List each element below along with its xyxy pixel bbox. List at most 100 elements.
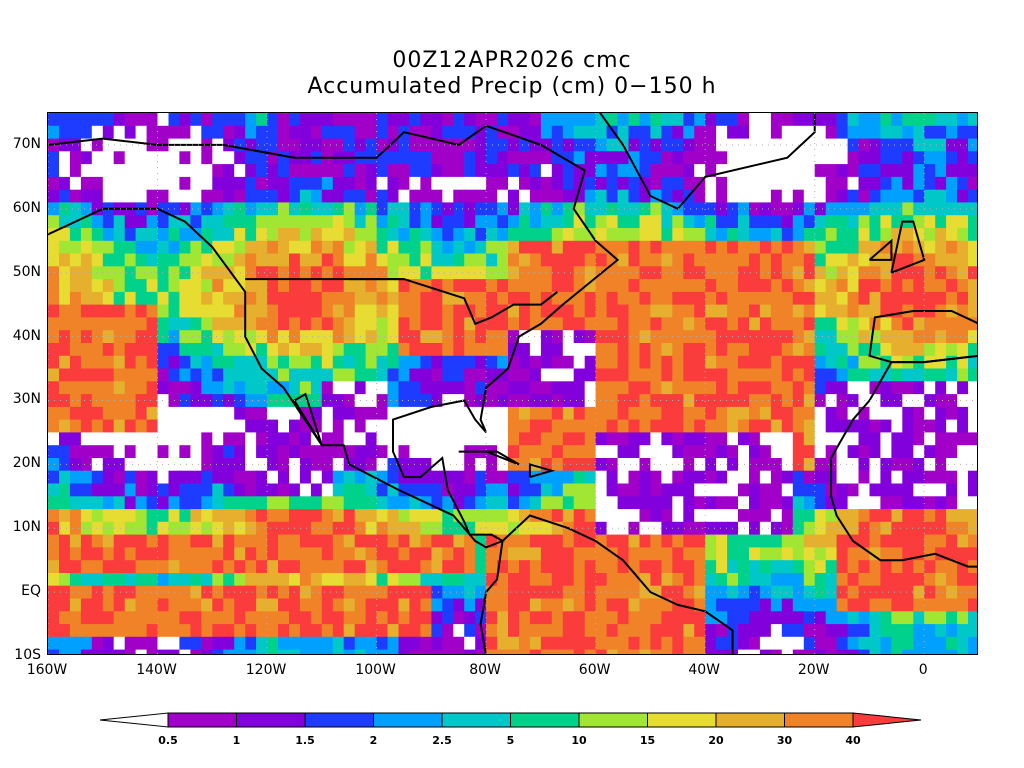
precip-cell — [891, 611, 903, 625]
precip-cell — [475, 649, 487, 654]
precip-cell — [519, 534, 531, 548]
precip-cell — [431, 598, 443, 612]
precip-cell — [913, 291, 925, 306]
precip-cell — [803, 291, 816, 306]
precip-cell — [80, 228, 93, 242]
precip-cell — [475, 636, 487, 651]
precip-cell — [617, 189, 630, 204]
precip-cell — [80, 202, 93, 216]
precip-cell — [102, 215, 115, 229]
precip-cell — [792, 496, 805, 510]
precip-cell — [453, 509, 465, 523]
precip-cell — [310, 649, 323, 654]
precip-cell — [968, 317, 977, 331]
precip-cell — [201, 547, 213, 561]
precip-cell — [343, 560, 356, 574]
precip-cell — [256, 189, 268, 204]
precip-cell — [475, 598, 487, 612]
precip-cell — [825, 406, 838, 421]
precip-cell — [781, 521, 794, 536]
precip-cell — [59, 649, 71, 654]
precip-cell — [716, 151, 728, 165]
precip-cell — [135, 598, 148, 612]
precip-cell — [968, 151, 977, 165]
precip-cell — [387, 189, 400, 204]
precip-cell — [803, 228, 816, 242]
precip-cell — [69, 240, 82, 255]
precip-cell — [749, 253, 761, 267]
precip-cell — [814, 598, 827, 612]
precip-cell — [409, 432, 421, 446]
precip-cell — [902, 279, 914, 293]
precip-cell — [508, 113, 520, 127]
precip-cell — [343, 189, 356, 204]
precip-cell — [190, 291, 202, 306]
precip-cell — [157, 368, 170, 382]
precip-cell — [497, 266, 509, 280]
precip-cell — [376, 496, 389, 510]
precip-cell — [157, 624, 170, 638]
precip-cell — [146, 343, 159, 357]
precip-cell — [562, 228, 575, 242]
precip-cell — [595, 636, 608, 651]
precip-cell — [354, 598, 367, 612]
precip-cell — [814, 394, 827, 408]
precip-cell — [869, 266, 882, 280]
precip-cell — [672, 547, 684, 561]
precip-cell — [486, 496, 498, 510]
precip-cell — [212, 636, 224, 651]
precip-cell — [814, 458, 827, 472]
precip-cell — [650, 253, 662, 267]
precip-cell — [508, 534, 520, 548]
precip-cell — [212, 432, 224, 446]
precip-cell — [299, 496, 312, 510]
precip-cell — [814, 240, 827, 255]
precip-cell — [431, 113, 443, 127]
precip-cell — [749, 445, 761, 459]
precip-cell — [858, 343, 871, 357]
precip-cell — [245, 611, 257, 625]
precip-cell — [562, 483, 575, 497]
precip-cell — [157, 406, 170, 421]
precip-cell — [858, 496, 871, 510]
precip-cell — [705, 381, 717, 395]
precip-cell — [913, 125, 925, 140]
precip-cell — [321, 279, 334, 293]
precip-cell — [814, 228, 827, 242]
precip-cell — [80, 445, 93, 459]
precip-cell — [464, 253, 476, 267]
precip-cell — [913, 228, 925, 242]
precip-cell — [398, 343, 411, 357]
precip-cell — [661, 432, 673, 446]
precip-cell — [387, 598, 400, 612]
precip-cell — [310, 521, 323, 536]
precip-cell — [354, 419, 367, 433]
precip-cell — [310, 113, 323, 127]
precip-cell — [80, 176, 93, 191]
precip-cell — [102, 649, 115, 654]
precip-cell — [891, 470, 903, 485]
precip-cell — [135, 624, 148, 638]
precip-cell — [212, 151, 224, 165]
precip-cell — [464, 585, 476, 600]
precip-cell — [628, 138, 641, 152]
precip-cell — [420, 125, 432, 140]
precip-cell — [190, 304, 202, 318]
precip-cell — [267, 458, 279, 472]
precip-cell — [91, 419, 104, 433]
precip-cell — [891, 138, 903, 152]
precip-cell — [69, 330, 82, 344]
precip-cell — [661, 560, 673, 574]
precip-cell — [891, 598, 903, 612]
precip-cell — [80, 560, 93, 574]
precip-cell — [891, 368, 903, 382]
precip-cell — [343, 317, 356, 331]
precip-cell — [387, 509, 400, 523]
precip-cell — [365, 240, 378, 255]
precip-cell — [749, 560, 761, 574]
precip-cell — [595, 291, 608, 306]
precip-cell — [464, 458, 476, 472]
precip-cell — [551, 291, 564, 306]
precip-cell — [540, 419, 553, 433]
precip-cell — [814, 189, 827, 204]
